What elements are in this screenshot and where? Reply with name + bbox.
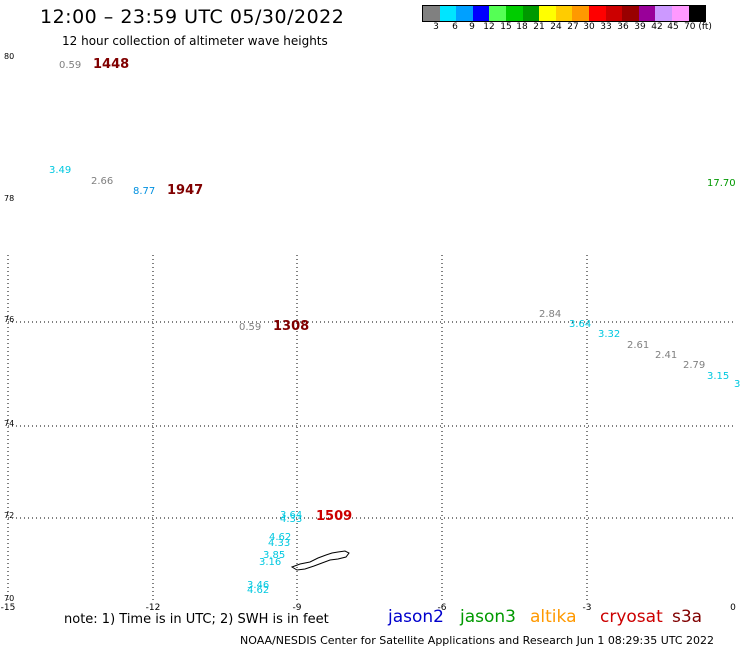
wave-height-value: 2.84: [539, 309, 561, 320]
colorbar-swatch: [655, 6, 672, 21]
colorbar-swatch: [423, 6, 440, 21]
colorbar-label: 12: [483, 22, 495, 32]
colorbar-labels: 3 6 9 12 15 18 21 24 27 30 33 36 39 42 45 70 (ft): [422, 22, 740, 34]
longitude-tick-label: -15: [1, 603, 16, 613]
wave-height-value: 8.77: [133, 186, 155, 197]
pass-time-label: 1448: [93, 57, 129, 72]
colorbar-swatch: [605, 6, 623, 21]
wave-height-value: 3.32: [598, 329, 620, 340]
wave-height-points: 0.59 1448 3.49 2.66 8.77 1947 17.70 0.59 1308 2.8…: [49, 57, 740, 596]
wave-height-value: 3.85: [263, 550, 285, 561]
longitude-tick-label: 0: [730, 603, 736, 613]
wave-height-value: 4.33: [280, 514, 302, 525]
mission-altika: altika: [530, 607, 577, 627]
colorbar-label: 15: [500, 22, 512, 32]
colorbar-label: 45: [667, 22, 679, 32]
colorbar-swatch: [539, 6, 556, 21]
latitude-tick-label: 76: [4, 315, 14, 324]
wave-height-value: 4.62: [269, 532, 291, 543]
map-subtitle: 12 hour collection of altimeter wave hei…: [62, 34, 328, 48]
latitude-tick-label: 70: [4, 594, 14, 603]
colorbar-swatch: [439, 6, 457, 21]
wave-height-value: 2.79: [683, 360, 705, 371]
colorbar-swatch: [572, 6, 589, 21]
colorbar-label: 3: [433, 22, 439, 32]
longitude-tick-label: -3: [583, 603, 592, 613]
latitude-labels: 80 78 76 74 72 70: [4, 52, 14, 603]
colorbar-swatch: [688, 6, 706, 21]
wave-height-value: 3.46: [247, 580, 269, 591]
colorbar-swatch: [456, 6, 473, 21]
colorbar-swatch: [638, 6, 656, 21]
map-grid: [7, 255, 734, 600]
wave-height-value: 2.61: [627, 340, 649, 351]
mission-s3a: s3a: [672, 607, 703, 627]
wave-height-value: 17.70: [707, 178, 736, 189]
wave-height-value: 0.59: [59, 60, 81, 71]
colorbar-swatch: [489, 6, 506, 21]
legend-note: note: 1) Time is in UTC; 2) SWH is in fe…: [64, 612, 329, 627]
mission-cryosat: cryosat: [600, 607, 663, 627]
wave-height-value: 3.49: [49, 165, 71, 176]
colorbar-swatch: [622, 6, 639, 21]
longitude-tick-label: -6: [438, 603, 447, 613]
mission-jason2: jason2: [388, 607, 444, 627]
jan-mayen-island: [290, 550, 350, 571]
wave-height-value: 4.33: [268, 538, 290, 549]
wave-height-value: 3.16: [259, 557, 281, 568]
colorbar-label: 9: [469, 22, 475, 32]
colorbar-label: 42: [651, 22, 663, 32]
colorbar-label: 30: [583, 22, 595, 32]
latitude-tick-label: 74: [4, 419, 14, 428]
wave-height-value: 3.64: [569, 319, 591, 330]
colorbar-label: 24: [550, 22, 562, 32]
colorbar-label: 39: [634, 22, 646, 32]
wave-height-value: 3.15: [707, 371, 729, 382]
longitude-tick-label: -9: [293, 603, 302, 613]
wave-height-value: 2.41: [655, 350, 677, 361]
latitude-tick-label: 80: [4, 52, 14, 61]
mission-jason3: jason3: [460, 607, 516, 627]
pass-time-label: 1509: [316, 509, 352, 524]
colorbar-label: 70 (ft): [684, 22, 712, 32]
colorbar-swatch: [505, 6, 523, 21]
wave-height-value: 0.59: [239, 322, 261, 333]
wave-height-colorbar: [422, 5, 707, 22]
colorbar-label: 6: [452, 22, 458, 32]
wave-height-value: 2.66: [91, 176, 113, 187]
wave-height-value: 3: [734, 379, 740, 390]
pass-time-label: 1947: [167, 183, 203, 198]
colorbar-swatch: [472, 6, 490, 21]
longitude-labels: -15 -12 -9 -6 -3 0: [1, 603, 736, 613]
latitude-tick-label: 72: [4, 511, 14, 520]
colorbar-label: 18: [516, 22, 528, 32]
colorbar-label: 33: [600, 22, 612, 32]
footer-credit: NOAA/NESDIS Center for Satellite Applica…: [240, 634, 715, 647]
colorbar-swatch: [522, 6, 540, 21]
wave-height-value: 4.62: [247, 585, 269, 596]
map-title: 12:00 – 23:59 UTC 05/30/2022: [40, 6, 345, 28]
colorbar-label: 21: [533, 22, 545, 32]
colorbar-swatch: [555, 6, 573, 21]
pass-time-label: 1308: [273, 319, 309, 334]
colorbar-label: 36: [617, 22, 629, 32]
colorbar-swatch: [588, 6, 606, 21]
colorbar-swatch: [671, 6, 689, 21]
latitude-tick-label: 78: [4, 194, 14, 203]
longitude-tick-label: -12: [146, 603, 161, 613]
wave-height-value: 3.64: [280, 510, 302, 521]
colorbar-label: 27: [567, 22, 579, 32]
